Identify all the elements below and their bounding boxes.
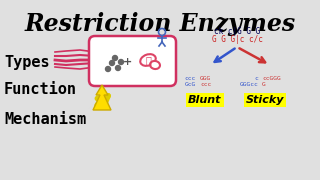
Circle shape: [106, 66, 110, 71]
FancyBboxPatch shape: [89, 36, 176, 86]
Text: GGG: GGG: [200, 75, 211, 80]
Text: GcG: GcG: [185, 82, 196, 87]
Ellipse shape: [140, 54, 156, 66]
Circle shape: [109, 60, 115, 66]
Circle shape: [118, 60, 124, 64]
Text: Restriction Enzymes: Restriction Enzymes: [24, 12, 296, 36]
Text: G: G: [262, 82, 266, 87]
Circle shape: [113, 55, 117, 60]
Text: ccGGG: ccGGG: [262, 75, 281, 80]
Text: Types: Types: [4, 55, 50, 69]
Text: ֍: ֍: [145, 55, 151, 65]
Text: Mechanism: Mechanism: [4, 112, 86, 127]
Text: Sticky: Sticky: [246, 95, 284, 105]
Polygon shape: [93, 85, 111, 110]
Circle shape: [116, 66, 121, 71]
Text: GGGcc: GGGcc: [239, 82, 258, 87]
Ellipse shape: [150, 61, 160, 69]
Text: Function: Function: [4, 82, 77, 98]
Text: ccc: ccc: [185, 75, 196, 80]
Text: G G G|c c/c: G G G|c c/c: [212, 35, 262, 44]
Text: ck c|G G G: ck c|G G G: [214, 28, 260, 37]
Text: c: c: [254, 75, 258, 80]
Text: Blunt: Blunt: [188, 95, 222, 105]
Text: ccc: ccc: [200, 82, 211, 87]
Text: +: +: [124, 57, 132, 67]
